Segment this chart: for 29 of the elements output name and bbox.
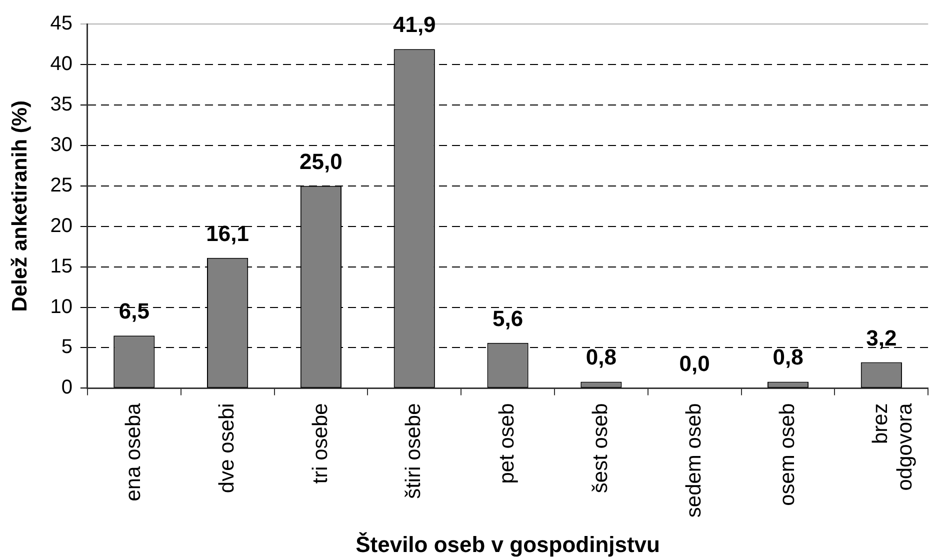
x-tick-label: dve osebi	[215, 403, 238, 494]
y-tick-label: 35	[50, 93, 72, 116]
y-tick-label: 30	[50, 134, 72, 156]
data-label: 0,8	[586, 344, 616, 370]
y-tick-label: 40	[50, 52, 72, 75]
x-tick-label: tri osebe	[308, 403, 332, 484]
x-tick-label: sedem oseb	[682, 403, 706, 518]
data-label: 3,2	[866, 325, 897, 350]
y-tick-label: 45	[50, 12, 72, 35]
x-tick-label: ena oseba	[122, 402, 145, 502]
x-tick-label: osem oseb	[776, 403, 799, 506]
data-label: 0,0	[679, 351, 710, 376]
data-label: 25,0	[300, 148, 342, 174]
data-label: 41,9	[392, 12, 436, 38]
data-label: 0,8	[772, 344, 804, 370]
y-tick-label: 0	[61, 376, 72, 399]
y-axis-title: Delež anketiranih (%)	[8, 100, 32, 312]
y-tick-label: 10	[50, 296, 72, 318]
y-tick-label: 15	[50, 255, 72, 278]
data-label: 5,6	[492, 306, 524, 331]
x-tick-label: šest oseb	[588, 403, 612, 494]
y-tick-label: 20	[50, 214, 72, 237]
x-axis-title: Število oseb v gospodinjstvu	[356, 532, 660, 557]
x-tick-label: brez odgovora	[869, 402, 916, 491]
x-tick-label: štiri osebe	[402, 403, 426, 499]
data-label: 16,1	[206, 220, 249, 246]
x-tick-label: pet oseb	[496, 403, 519, 484]
y-tick-label: 25	[50, 174, 72, 196]
y-tick-label: 5	[61, 336, 72, 358]
